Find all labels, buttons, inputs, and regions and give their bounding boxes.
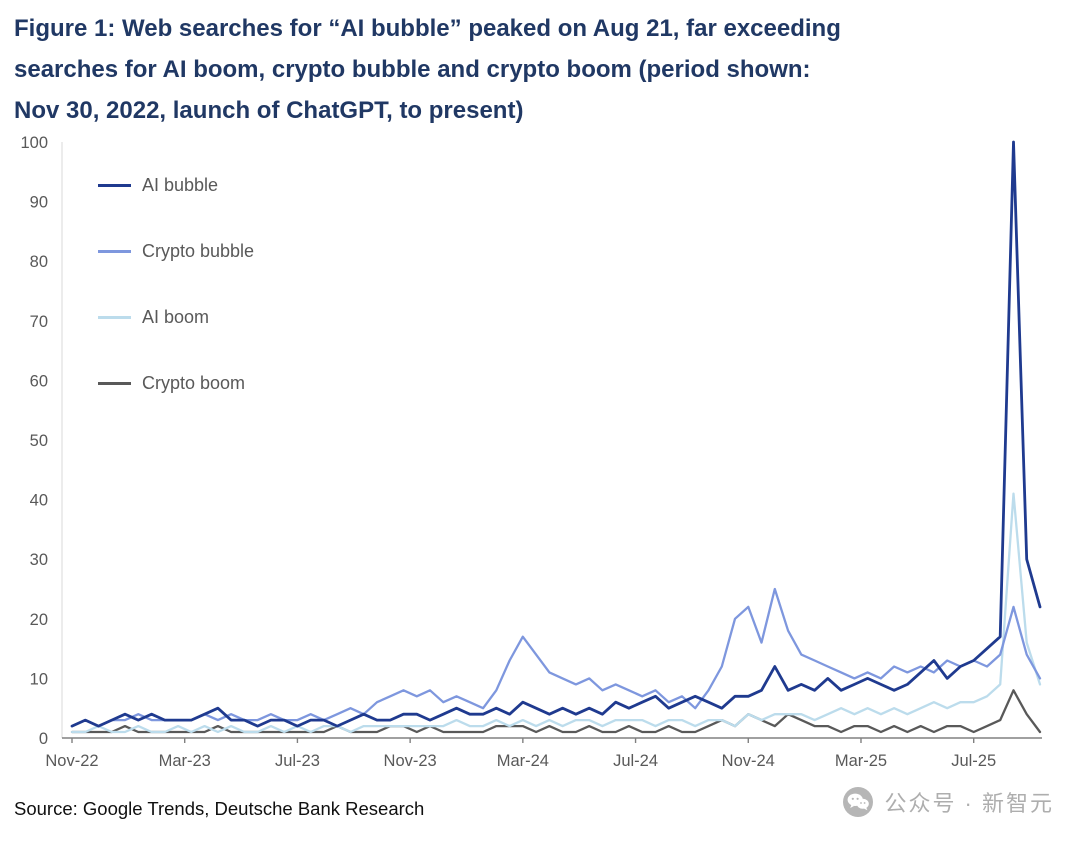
legend-swatch [98, 315, 131, 319]
series-line-ai-boom [70, 492, 1042, 734]
wechat-icon [843, 787, 874, 817]
chart-legend: AI bubble Crypto bubble AI boom Crypto boom [98, 152, 254, 416]
watermark-text: 公众号 · 新智元 [884, 791, 1054, 816]
x-tick-label: Jul-23 [275, 752, 320, 770]
legend-item-crypto-boom: Crypto boom [98, 350, 254, 416]
series-line-ai-bubble [70, 140, 1042, 728]
x-tick-label: Nov-24 [722, 752, 775, 770]
x-tick-label: Nov-22 [45, 752, 98, 770]
x-tick-label: Nov-23 [384, 752, 437, 770]
trend-chart: 0 10 20 30 40 50 60 70 80 90 100 Nov-22 Mar-23 Jul-23… [0, 130, 1080, 790]
y-tick-label: 60 [30, 372, 48, 390]
legend-label: Crypto bubble [142, 240, 255, 261]
y-tick-label: 40 [30, 492, 48, 510]
legend-swatch [98, 249, 131, 253]
y-tick-label: 50 [30, 432, 48, 450]
x-tick-label: Jul-24 [613, 752, 658, 770]
y-tick-label: 100 [20, 134, 48, 152]
legend-label: AI bubble [142, 174, 219, 195]
y-tick-label: 30 [30, 551, 48, 569]
x-tick-label: Mar-23 [159, 752, 211, 770]
series-line-crypto-boom [70, 689, 1042, 734]
figure-title-line-3: Nov 30, 2022, launch of ChatGPT, to pres… [14, 97, 524, 124]
legend-item-ai-bubble: AI bubble [98, 152, 254, 218]
legend-item-crypto-bubble: Crypto bubble [98, 218, 254, 284]
y-tick-label: 90 [30, 194, 48, 212]
watermark: 公众号 · 新智元 [842, 786, 1054, 818]
x-tick-label: Mar-25 [835, 752, 887, 770]
legend-label: Crypto boom [142, 372, 246, 393]
source-note: Source: Google Trends, Deutsche Bank Res… [14, 798, 425, 819]
y-tick-label: 80 [30, 253, 48, 271]
legend-swatch [98, 381, 131, 385]
figure-title-line-1: Figure 1: Web searches for “AI bubble” p… [14, 15, 841, 42]
series-line-crypto-bubble [70, 587, 1042, 728]
legend-swatch [98, 183, 131, 187]
trend-chart-svg: 0 10 20 30 40 50 60 70 80 90 100 Nov-22 Mar-23 Jul-23… [20, 134, 1042, 770]
x-tick-label: Mar-24 [497, 752, 549, 770]
y-tick-label: 20 [30, 611, 48, 629]
y-tick-label: 0 [39, 730, 48, 748]
figure-title-line-2: searches for AI boom, crypto bubble and … [14, 56, 811, 83]
y-tick-label: 10 [30, 670, 48, 688]
x-tick-label: Jul-25 [951, 752, 996, 770]
legend-item-ai-boom: AI boom [98, 284, 254, 350]
y-tick-label: 70 [30, 313, 48, 331]
figure-title: Figure 1: Web searches for “AI bubble” p… [14, 8, 1069, 131]
legend-label: AI boom [142, 306, 210, 327]
